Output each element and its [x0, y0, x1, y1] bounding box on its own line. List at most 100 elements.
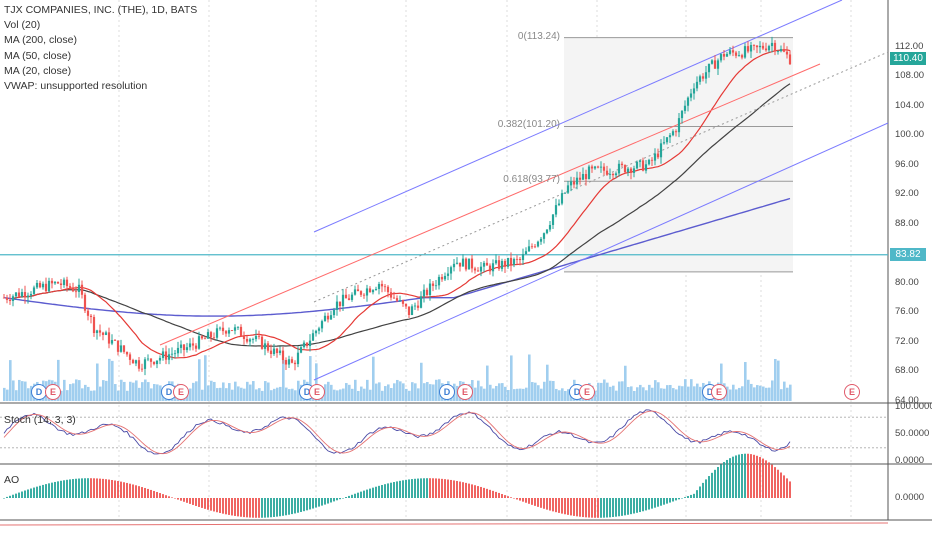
volume-bar	[672, 388, 675, 401]
ao-bar	[66, 479, 68, 498]
volume-bar	[786, 387, 789, 401]
candle-body	[755, 45, 759, 48]
ma200-label: MA (200, close)	[4, 34, 77, 47]
ao-bar	[336, 498, 338, 501]
ao-bar	[555, 498, 557, 513]
volume-bar	[540, 388, 543, 401]
ao-bar	[693, 493, 695, 498]
volume-bar	[519, 388, 522, 401]
candle-body	[254, 335, 258, 340]
ao-bar	[465, 482, 467, 498]
ao-bar	[783, 475, 785, 498]
ao-bar	[720, 464, 722, 498]
candle-body	[20, 292, 24, 297]
ao-bar	[399, 480, 401, 498]
ao-bar	[327, 498, 329, 504]
candle-body	[683, 105, 687, 111]
volume-bar	[270, 390, 273, 401]
bottom-pane-line	[0, 522, 889, 526]
ao-bar	[711, 472, 713, 498]
candle-body	[122, 345, 126, 352]
volume-bar	[741, 386, 744, 401]
ao-bar	[630, 498, 632, 515]
candle-body	[80, 284, 84, 295]
volume-bar	[351, 388, 354, 401]
ao-bar	[621, 498, 623, 516]
ao-bar	[495, 491, 497, 498]
channel-upper	[313, 0, 843, 233]
candle-body	[758, 45, 762, 48]
candle-body	[320, 321, 324, 329]
ao-bar	[201, 498, 203, 508]
candle-body	[722, 54, 726, 57]
volume-bar	[159, 385, 162, 401]
candle-body	[710, 60, 714, 64]
candle-body	[701, 76, 705, 79]
volume-bar	[399, 381, 402, 401]
ma20-label: MA (20, close)	[4, 64, 72, 77]
candle-body	[785, 51, 789, 55]
candle-body	[56, 281, 60, 284]
volume-bar	[117, 390, 120, 401]
ao-bar	[183, 498, 185, 502]
ao-bar	[99, 478, 101, 498]
volume-bar	[600, 382, 603, 401]
candle-body	[704, 72, 708, 79]
volume-bar	[201, 389, 204, 401]
candle-body	[176, 347, 180, 354]
candle-body	[575, 177, 579, 185]
volume-bar	[414, 383, 417, 401]
volume-bar	[6, 389, 9, 401]
volume-bar	[630, 386, 633, 401]
candle-body	[110, 340, 114, 344]
volume-bar	[780, 389, 783, 401]
ao-bar	[471, 484, 473, 498]
ao-bar	[372, 487, 374, 498]
candle-body	[173, 353, 177, 355]
volume-bar	[735, 389, 738, 401]
ao-bar	[678, 498, 680, 500]
candle-body	[86, 310, 90, 316]
candle-body	[272, 348, 276, 355]
ao-bar	[762, 458, 764, 498]
volume-bar	[690, 379, 693, 401]
ao-bar	[285, 498, 287, 516]
volume-bar	[252, 381, 255, 401]
candle-body	[341, 294, 345, 307]
ao-tick: 0.0000	[895, 492, 925, 503]
volume-bar	[99, 386, 102, 401]
candle-body	[530, 246, 534, 248]
volume-bar	[684, 379, 687, 401]
candle-body	[317, 328, 321, 331]
candle-body	[428, 283, 432, 295]
ao-bar	[477, 486, 479, 498]
candle-body	[179, 344, 183, 348]
ao-bar	[279, 498, 281, 517]
volume-bar	[642, 387, 645, 401]
earnings-marker: E	[457, 384, 473, 400]
candle-body	[269, 350, 273, 355]
ao-bar	[255, 498, 257, 518]
candle-body	[686, 97, 690, 106]
volume-bar	[522, 388, 525, 401]
candle-body	[89, 315, 93, 318]
ao-bar	[774, 467, 776, 498]
ao-bar	[570, 498, 572, 516]
candle-body	[308, 340, 312, 347]
candle-body	[314, 330, 318, 334]
ao-bar	[366, 489, 368, 498]
fib-level-label: 0.382(101.20)	[497, 119, 560, 131]
volume-bar	[309, 356, 312, 401]
volume-bar	[597, 382, 600, 401]
ao-bar	[198, 498, 200, 507]
ao-bar	[675, 498, 677, 501]
candle-body	[707, 63, 711, 73]
ao-bar	[42, 484, 44, 498]
ao-bar	[48, 483, 50, 498]
candle-body	[260, 336, 264, 349]
ao-bar	[546, 498, 548, 510]
candle-body	[290, 359, 294, 363]
channel-lower	[313, 122, 889, 381]
dividend-marker: D	[439, 384, 455, 400]
volume-bar	[282, 359, 285, 401]
